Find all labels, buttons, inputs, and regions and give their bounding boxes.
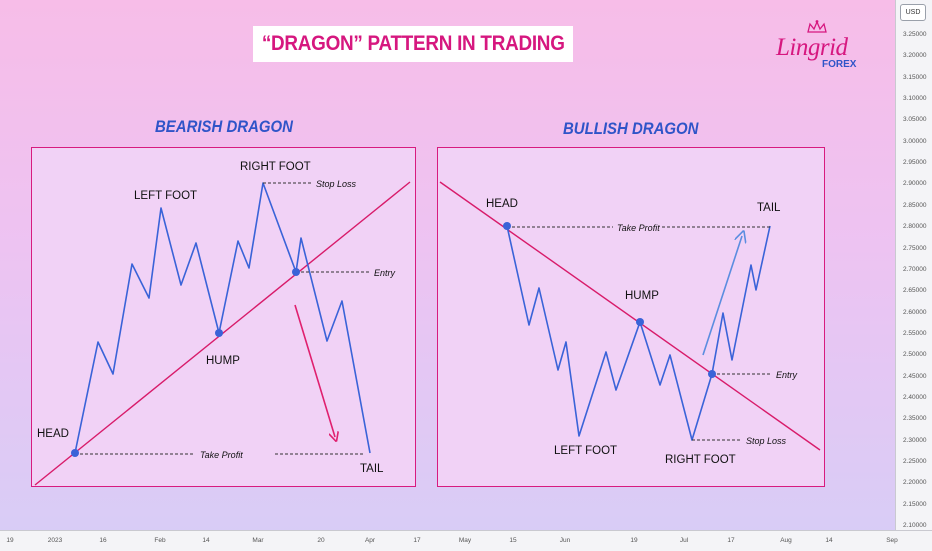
- date-tick-label: Mar: [252, 537, 264, 544]
- price-tick-label: 2.80000: [903, 223, 927, 231]
- price-tick-label: 2.60000: [903, 308, 927, 316]
- date-tick-label: Aug: [780, 537, 792, 544]
- crown-icon: [807, 20, 827, 33]
- price-axis[interactable]: [895, 0, 932, 530]
- date-tick-label: Jul: [679, 537, 689, 544]
- price-tick-label: 2.30000: [903, 436, 927, 444]
- price-tick-label: 3.15000: [903, 73, 927, 81]
- price-tick-label: 2.95000: [903, 159, 927, 167]
- date-tick-label: 19: [630, 537, 638, 544]
- logo-wordmark: Lingrid: [776, 34, 848, 61]
- price-tick-label: 2.25000: [903, 458, 927, 465]
- date-tick-label: 2023: [47, 537, 63, 544]
- date-tick-label: 17: [413, 537, 421, 544]
- logo-subtext: FOREX: [822, 59, 857, 70]
- price-tick-label: 2.20000: [903, 479, 927, 487]
- date-axis[interactable]: [0, 530, 932, 551]
- price-tick-label: 2.55000: [903, 329, 927, 337]
- bearish-heading: BEARISH DRAGON: [155, 117, 293, 136]
- price-tick-label: 2.75000: [903, 244, 927, 252]
- page-title: “DRAGON” PATTERN IN TRADING: [261, 32, 565, 55]
- price-tick-label: 3.05000: [903, 116, 927, 124]
- price-tick-label: 2.85000: [903, 201, 927, 209]
- price-tick-label: 2.35000: [903, 415, 927, 423]
- price-tick-label: 3.25000: [903, 31, 927, 38]
- date-tick-label: 15: [509, 537, 517, 544]
- brand-logo: Lingrid FOREX: [772, 18, 864, 74]
- date-tick-label: 17: [727, 537, 735, 544]
- price-tick-label: 2.15000: [903, 500, 927, 508]
- price-tick-label: 3.20000: [903, 52, 927, 60]
- date-tick-label: Apr: [364, 537, 376, 544]
- bullish-panel: [437, 147, 825, 487]
- price-tick-label: 2.90000: [903, 180, 927, 188]
- bearish-panel: [31, 147, 416, 487]
- date-tick-label: Feb: [154, 537, 166, 544]
- date-tick-label: 14: [825, 537, 833, 544]
- date-tick-label: 14: [202, 537, 210, 544]
- price-tick-label: 2.65000: [903, 287, 927, 295]
- date-tick-label: May: [458, 537, 472, 544]
- date-tick-label: 19: [6, 537, 14, 544]
- title-banner: “DRAGON” PATTERN IN TRADING: [253, 26, 573, 62]
- date-tick-label: 20: [317, 537, 325, 544]
- price-tick-label: 2.50000: [903, 351, 927, 359]
- price-tick-label: 2.70000: [903, 265, 927, 273]
- date-tick-label: Jun: [559, 537, 571, 544]
- date-tick-label: 16: [99, 537, 107, 544]
- price-tick-label: 2.45000: [903, 372, 927, 380]
- bullish-heading: BULLISH DRAGON: [563, 119, 699, 138]
- price-tick-label: 2.40000: [903, 393, 927, 401]
- price-tick-label: 2.10000: [903, 522, 927, 530]
- price-tick-label: 3.10000: [903, 95, 927, 103]
- currency-badge[interactable]: USD: [900, 4, 926, 21]
- date-tick-label: Sep: [886, 537, 898, 544]
- price-tick-label: 3.00000: [903, 137, 927, 145]
